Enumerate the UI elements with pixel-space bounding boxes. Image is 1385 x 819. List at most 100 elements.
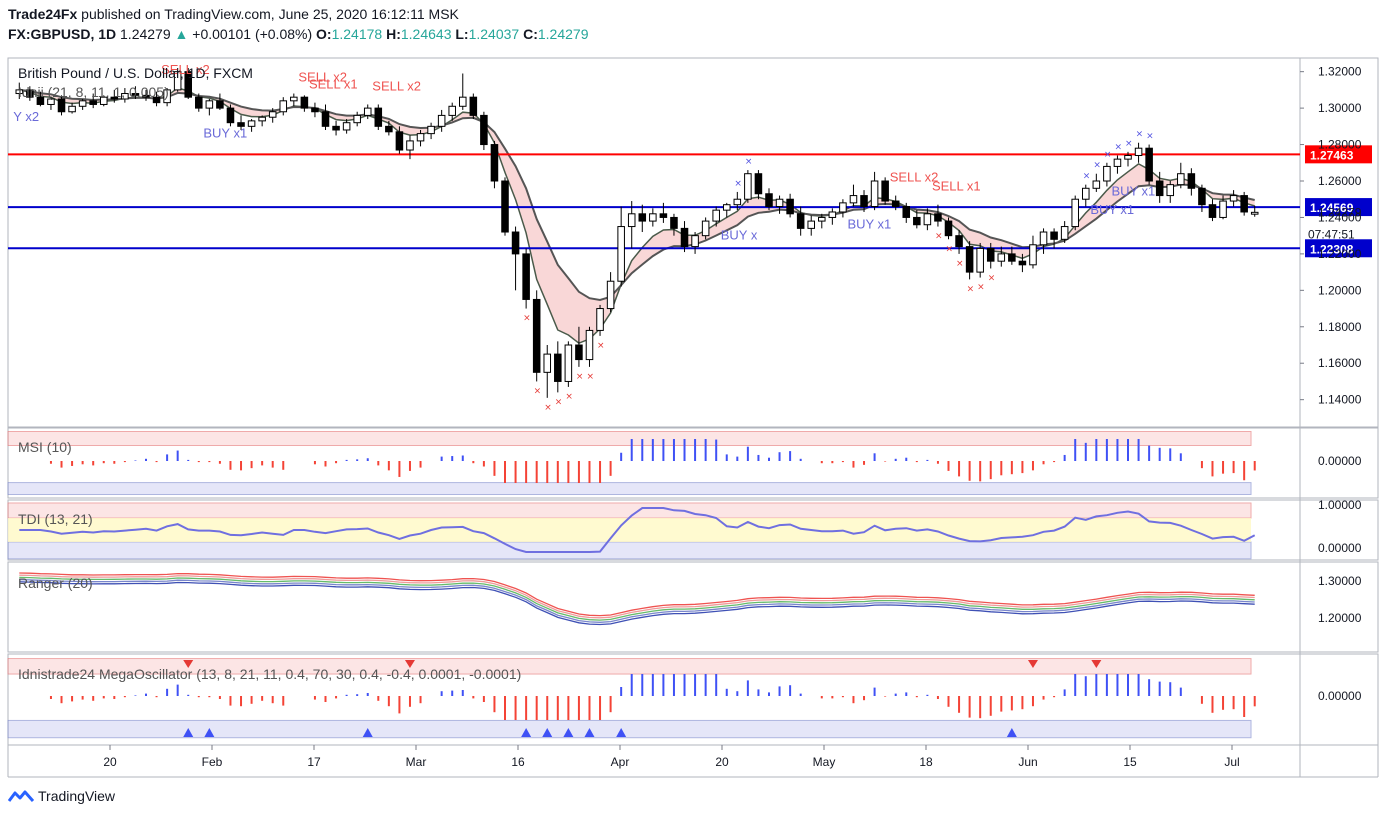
candle-body — [395, 131, 404, 151]
candle-body — [1092, 180, 1101, 189]
candle-body — [26, 89, 34, 98]
sell-marker: × — [586, 372, 594, 382]
signal-label: BUY x1 — [203, 125, 247, 140]
buy-marker: × — [1104, 150, 1112, 160]
ranger-line — [19, 572, 1255, 617]
candle-body — [1071, 198, 1079, 228]
tdi-line — [19, 507, 1256, 553]
tdi-tick-low: 0.00000 — [1318, 541, 1362, 555]
candle-body — [1124, 154, 1132, 160]
buy-triangle-icon — [183, 728, 194, 737]
signal-label: SELL x1 — [932, 179, 981, 194]
buy-marker: × — [734, 179, 742, 189]
sell-marker: × — [946, 244, 954, 254]
candle-body — [511, 231, 520, 255]
candle-body — [300, 96, 309, 109]
x-tick-label: Mar — [406, 755, 427, 769]
sell-marker: × — [967, 284, 975, 294]
candle-body — [870, 180, 879, 208]
candle-body — [226, 107, 235, 124]
candle-body — [1240, 195, 1248, 213]
candle-body — [258, 116, 266, 122]
tdi-mid-band — [8, 518, 1251, 542]
mega-tick: 0.00000 — [1318, 689, 1362, 703]
candle-body — [786, 198, 794, 215]
candle-body — [659, 213, 668, 218]
candle-body — [184, 71, 193, 98]
candle-body — [765, 193, 773, 208]
candle-body — [1208, 204, 1217, 218]
candle-body — [712, 209, 720, 222]
ribbon-slow-line — [19, 88, 1255, 302]
candle-body — [585, 329, 594, 361]
level-price-label: 1.24569 — [1310, 201, 1354, 215]
candle-body — [237, 122, 245, 127]
candle-body — [733, 198, 742, 206]
candle-body — [311, 107, 319, 113]
buy-marker: × — [1125, 139, 1133, 149]
tradingview-logo: TradingView — [8, 788, 115, 805]
buy-triangle-icon — [204, 728, 215, 737]
candle-body — [205, 100, 214, 109]
y-tick-label: 1.26000 — [1318, 174, 1362, 188]
signal-label: SELL x2 — [372, 78, 421, 93]
x-tick-label: 18 — [919, 755, 933, 769]
signal-label: BUY x1 — [847, 217, 891, 232]
y-tick-label: 1.22000 — [1318, 247, 1362, 261]
ribbon-fast-line — [19, 87, 1255, 345]
signal-label: SELL x2 — [298, 69, 347, 84]
candle-body — [649, 213, 657, 222]
candle-body — [1081, 187, 1090, 200]
upper-band — [7, 658, 1252, 675]
candle-body — [680, 227, 689, 248]
candle-body — [913, 216, 921, 226]
candle-body — [1018, 260, 1027, 266]
msi-tick: 0.00000 — [1318, 454, 1362, 468]
publisher-name: Trade24Fx — [8, 6, 78, 22]
sell-marker: × — [523, 314, 531, 324]
signal-label: BUY x1 — [1090, 202, 1134, 217]
candle-body — [353, 114, 361, 124]
candle-body — [469, 96, 478, 116]
candle-body — [532, 298, 541, 373]
level-price-badge — [1305, 198, 1372, 217]
y-tick-label: 1.30000 — [1318, 101, 1362, 115]
current-price-label: 1.24279 — [1318, 205, 1362, 219]
candle-body — [36, 96, 45, 105]
candle-body — [406, 140, 414, 151]
candle-body — [638, 213, 647, 222]
level-price-badge — [1305, 239, 1372, 258]
buy-triangle-icon — [362, 728, 373, 737]
candle-body — [1198, 187, 1206, 206]
signal-label: SELL x1 — [309, 77, 358, 92]
x-tick-label: 20 — [103, 755, 117, 769]
buy-marker: × — [745, 157, 753, 167]
candle-body — [1029, 244, 1037, 266]
level-price-label: 1.22308 — [1310, 242, 1354, 256]
candle-body — [1008, 253, 1016, 262]
candle-body — [701, 220, 710, 237]
candle-body — [57, 98, 66, 113]
sell-marker: × — [988, 273, 996, 283]
candle-body — [1155, 180, 1164, 197]
candle-body — [501, 180, 509, 233]
candle-body — [986, 247, 995, 262]
ohlc-legend: FX:GBPUSD, 1D 1.24279 ▲ +0.00101 (+0.08%… — [8, 26, 588, 42]
candle-body — [807, 220, 816, 229]
candle-body — [480, 114, 488, 146]
candle-body — [596, 308, 604, 331]
candle-body — [691, 235, 699, 248]
candle-body — [965, 246, 974, 273]
y-tick-label: 1.16000 — [1318, 356, 1362, 370]
candle-body — [47, 98, 55, 105]
candle-body — [247, 120, 256, 127]
sell-marker: × — [956, 259, 964, 269]
x-tick-label: Jul — [1224, 755, 1239, 769]
ranger-title: Ranger (20) — [18, 575, 93, 591]
mega-title: Idnistrade24 MegaOscillator (13, 8, 21, … — [18, 666, 521, 682]
sell-triangle-icon — [183, 660, 194, 668]
candle-body — [89, 100, 97, 105]
signal-label: BUY x1 — [1111, 184, 1155, 199]
candle-body — [839, 202, 847, 213]
